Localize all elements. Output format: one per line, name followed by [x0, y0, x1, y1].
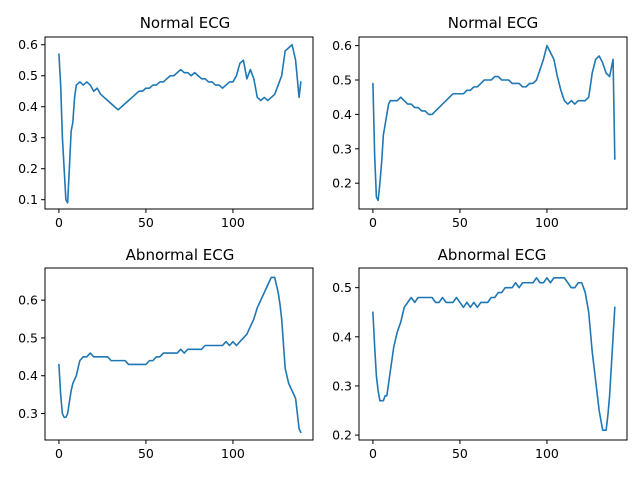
y-tick-label: 0.4 — [18, 99, 38, 114]
subplot-top-left: Normal ECG 0 50 100 0.1 0.2 0.3 0.4 0.5 0.6 — [18, 14, 314, 230]
ecg-series-line — [58, 276, 302, 434]
y-tick-label: 0.3 — [332, 378, 352, 393]
y-tick-label: 0.2 — [18, 161, 38, 176]
axes-frame — [358, 267, 628, 441]
x-tick-label: 0 — [369, 215, 377, 230]
y-tick-label: 0.4 — [332, 329, 352, 344]
y-tick-label: 0.4 — [332, 107, 352, 122]
y-tick-label: 0.5 — [332, 280, 352, 295]
subplot-title: Normal ECG — [448, 14, 539, 32]
subplot-title: Abnormal ECG — [126, 246, 235, 264]
y-tick-label: 0.3 — [18, 406, 38, 421]
y-tick-label: 0.5 — [18, 330, 38, 345]
x-tick-label: 0 — [369, 446, 377, 461]
subplot-bottom-right: Abnormal ECG 0 50 100 0.2 0.3 0.4 0.5 — [332, 246, 628, 461]
x-tick-label: 50 — [138, 215, 154, 230]
y-tick-label: 0.6 — [332, 38, 352, 53]
ecg-series-line — [372, 277, 616, 431]
axes-frame — [44, 267, 314, 441]
x-tick-label: 0 — [55, 215, 63, 230]
y-tick-label: 0.6 — [18, 293, 38, 308]
y-tick-label: 0.2 — [332, 176, 352, 191]
axes-frame — [358, 36, 628, 210]
ecg-series-line — [372, 44, 616, 202]
x-tick-label: 0 — [55, 446, 63, 461]
x-tick-label: 100 — [221, 446, 245, 461]
x-tick-label: 50 — [452, 446, 468, 461]
ecg-series-line — [58, 43, 302, 204]
subplot-title: Normal ECG — [140, 14, 231, 32]
x-tick-label: 100 — [535, 215, 559, 230]
y-tick-label: 0.5 — [18, 68, 38, 83]
x-tick-label: 50 — [452, 215, 468, 230]
x-tick-label: 50 — [138, 446, 154, 461]
y-tick-label: 0.4 — [18, 368, 38, 383]
subplot-title: Abnormal ECG — [438, 246, 547, 264]
subplot-top-right: Normal ECG 0 50 100 0.2 0.3 0.4 0.5 0.6 — [332, 14, 628, 230]
subplot-bottom-left: Abnormal ECG 0 50 100 0.3 0.4 0.5 0.6 — [18, 246, 314, 461]
y-tick-label: 0.6 — [18, 37, 38, 52]
y-tick-label: 0.5 — [332, 73, 352, 88]
y-tick-label: 0.3 — [18, 130, 38, 145]
y-tick-label: 0.2 — [332, 428, 352, 443]
y-tick-label: 0.1 — [18, 192, 38, 207]
x-tick-label: 100 — [535, 446, 559, 461]
y-tick-label: 0.3 — [332, 141, 352, 156]
x-tick-label: 100 — [221, 215, 245, 230]
axes-frame — [44, 36, 314, 210]
